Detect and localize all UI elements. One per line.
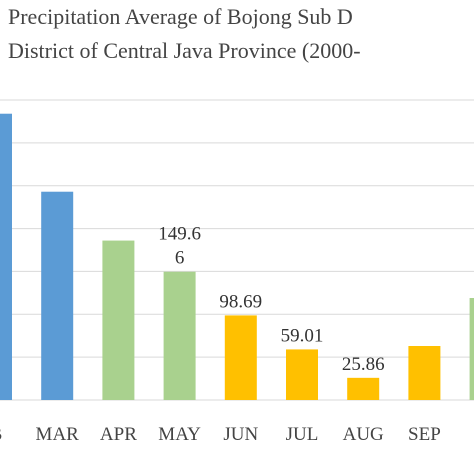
bar	[41, 191, 74, 400]
data-label: 149.6 6	[158, 224, 201, 269]
bar	[224, 315, 257, 400]
bar	[286, 349, 318, 400]
x-tick-label: APR	[100, 424, 137, 445]
x-tick-label: JUL	[286, 424, 319, 445]
x-tick-label: B	[0, 424, 2, 445]
bar	[347, 377, 380, 400]
x-tick-label: JUN	[223, 424, 258, 445]
x-tick-label: AUG	[343, 424, 384, 445]
data-label: 98.69	[219, 291, 262, 312]
x-tick-label: MAY	[158, 424, 201, 445]
chart-title: Precipitation Average of Bojong Sub D	[8, 4, 353, 29]
x-tick-label: MAR	[36, 424, 80, 445]
bar	[0, 113, 12, 400]
bar	[163, 271, 196, 400]
bar	[469, 298, 474, 400]
data-label: 25.86	[342, 354, 385, 375]
bar	[408, 346, 441, 400]
x-tick-label: SEP	[408, 424, 441, 445]
bar	[102, 240, 135, 400]
data-label: 59.01	[281, 325, 324, 346]
chart-title: District of Central Java Province (2000-	[8, 38, 361, 63]
